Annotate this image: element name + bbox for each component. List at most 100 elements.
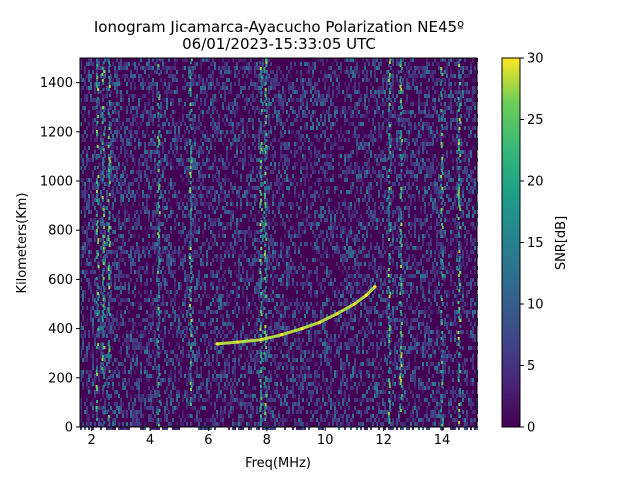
noise-cell	[130, 206, 132, 210]
noise-cell	[96, 390, 98, 394]
noise-cell	[186, 398, 188, 402]
noise-cell	[178, 330, 180, 334]
noise-cell	[170, 70, 172, 74]
noise-cell	[82, 382, 84, 386]
noise-cell	[202, 278, 204, 282]
noise-cell	[224, 162, 226, 166]
noise-cell	[248, 282, 250, 286]
noise-cell	[152, 122, 154, 126]
noise-cell	[254, 154, 256, 158]
noise-cell	[208, 150, 210, 154]
noise-cell	[218, 362, 220, 366]
noise-cell	[244, 354, 246, 358]
noise-cell	[194, 138, 196, 142]
noise-cell	[288, 70, 290, 74]
noise-cell	[316, 274, 318, 278]
noise-cell	[290, 258, 292, 262]
noise-cell	[210, 262, 212, 266]
noise-cell	[204, 286, 206, 290]
noise-cell	[134, 302, 136, 306]
noise-cell	[218, 202, 220, 206]
noise-cell	[90, 98, 92, 102]
noise-cell	[124, 370, 126, 374]
noise-cell	[142, 250, 144, 254]
noise-cell	[262, 366, 264, 370]
noise-cell	[138, 270, 140, 274]
noise-cell	[140, 142, 142, 146]
noise-cell	[224, 286, 226, 290]
noise-cell	[258, 282, 260, 286]
noise-cell	[168, 270, 170, 274]
noise-cell	[244, 66, 246, 70]
noise-cell	[292, 342, 294, 346]
noise-cell	[144, 146, 146, 150]
noise-cell	[86, 154, 88, 158]
noise-cell	[292, 234, 294, 238]
noise-cell	[212, 102, 214, 106]
noise-cell	[136, 66, 138, 70]
noise-cell	[318, 246, 320, 250]
noise-cell	[162, 298, 164, 302]
noise-cell	[154, 362, 156, 366]
noise-cell	[240, 86, 242, 90]
noise-cell	[184, 170, 186, 174]
noise-cell	[230, 390, 232, 394]
noise-cell	[110, 166, 112, 170]
noise-cell	[258, 370, 260, 374]
noise-cell	[144, 334, 146, 338]
noise-cell	[132, 386, 134, 390]
noise-cell	[230, 406, 232, 410]
noise-cell	[232, 138, 234, 142]
noise-cell	[120, 226, 122, 230]
noise-cell	[210, 186, 212, 190]
noise-cell	[106, 250, 108, 254]
noise-cell	[132, 118, 134, 122]
noise-cell	[238, 254, 240, 258]
noise-cell	[178, 342, 180, 346]
noise-cell	[240, 342, 242, 346]
noise-cell	[82, 386, 84, 390]
noise-cell	[292, 390, 294, 394]
noise-cell	[112, 206, 114, 210]
noise-cell	[124, 250, 126, 254]
noise-cell	[176, 122, 178, 126]
noise-cell	[210, 82, 212, 86]
noise-cell	[282, 334, 284, 338]
noise-cell	[110, 122, 112, 126]
noise-cell	[182, 178, 184, 182]
noise-cell	[280, 238, 282, 242]
noise-cell	[140, 98, 142, 102]
noise-cell	[102, 322, 104, 326]
noise-cell	[226, 246, 228, 250]
noise-cell	[110, 270, 112, 274]
noise-cell	[206, 274, 208, 278]
noise-cell	[160, 254, 162, 258]
noise-cell	[86, 318, 88, 322]
noise-cell	[178, 126, 180, 130]
noise-cell	[100, 318, 102, 322]
noise-cell	[94, 198, 96, 202]
noise-cell	[106, 254, 108, 258]
noise-cell	[82, 318, 84, 322]
noise-cell	[288, 250, 290, 254]
noise-cell	[310, 150, 312, 154]
noise-cell	[266, 186, 268, 190]
noise-cell	[234, 346, 236, 350]
noise-cell	[208, 398, 210, 402]
noise-cell	[202, 398, 204, 402]
noise-cell	[162, 194, 164, 198]
noise-cell	[98, 58, 100, 62]
noise-cell	[92, 366, 94, 370]
noise-cell	[210, 310, 212, 314]
noise-cell	[104, 402, 106, 406]
noise-cell	[284, 306, 286, 310]
noise-cell	[162, 170, 164, 174]
noise-cell	[204, 322, 206, 326]
noise-cell	[268, 354, 270, 358]
noise-cell	[96, 110, 98, 114]
noise-cell	[88, 110, 90, 114]
noise-cell	[88, 414, 90, 418]
noise-cell	[208, 378, 210, 382]
noise-cell	[152, 234, 154, 238]
noise-cell	[84, 194, 86, 198]
